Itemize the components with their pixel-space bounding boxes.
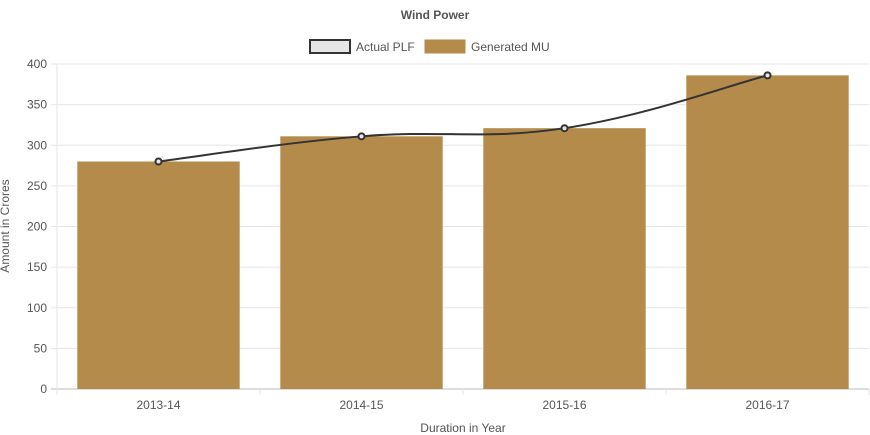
y-axis-title: Amount in Crores — [0, 179, 12, 272]
legend-item-generated-mu[interactable]: Generated MU — [424, 39, 550, 54]
x-axis-title: Duration in Year — [420, 421, 505, 435]
y-tick-label: 100 — [27, 301, 47, 315]
y-tick-label: 250 — [27, 179, 47, 193]
point-actual-plf[interactable] — [763, 71, 772, 80]
x-tick-label: 2015-16 — [542, 398, 586, 412]
legend-item-actual-plf[interactable]: Actual PLF — [309, 39, 415, 54]
point-actual-plf[interactable] — [560, 124, 569, 133]
y-tick-label: 400 — [27, 57, 47, 71]
legend: Actual PLF Generated MU — [309, 39, 550, 54]
y-tick-label: 150 — [27, 260, 47, 274]
bar-generated-mu[interactable] — [280, 136, 443, 389]
bar-generated-mu[interactable] — [686, 75, 849, 389]
line-actual-plf — [158, 74, 768, 163]
x-tick-label: 2014-15 — [339, 398, 383, 412]
bar-generated-mu[interactable] — [77, 161, 240, 390]
y-axis-ticks: 0 50 100 150 200 250 300 350 400 — [27, 57, 47, 396]
chart-title: Wind Power — [401, 8, 470, 22]
line-series — [154, 71, 772, 166]
y-tick-label: 200 — [27, 220, 47, 234]
bar-generated-mu[interactable] — [483, 128, 646, 389]
y-tick-label: 300 — [27, 138, 47, 152]
point-actual-plf[interactable] — [154, 157, 163, 166]
x-tick-label: 2016-17 — [745, 398, 789, 412]
point-actual-plf[interactable] — [357, 132, 366, 141]
bars — [77, 75, 849, 390]
legend-label-generated-mu: Generated MU — [471, 40, 550, 54]
x-axis-ticks: 2013-14 2014-15 2015-16 2016-17 — [56, 389, 870, 412]
y-tick-label: 0 — [40, 382, 47, 396]
x-tick-label: 2013-14 — [136, 398, 180, 412]
y-tick-label: 50 — [34, 341, 48, 355]
legend-swatch-generated-mu — [424, 39, 466, 54]
legend-swatch-actual-plf — [309, 39, 351, 54]
y-tick-label: 350 — [27, 98, 47, 112]
legend-label-actual-plf: Actual PLF — [356, 40, 415, 54]
